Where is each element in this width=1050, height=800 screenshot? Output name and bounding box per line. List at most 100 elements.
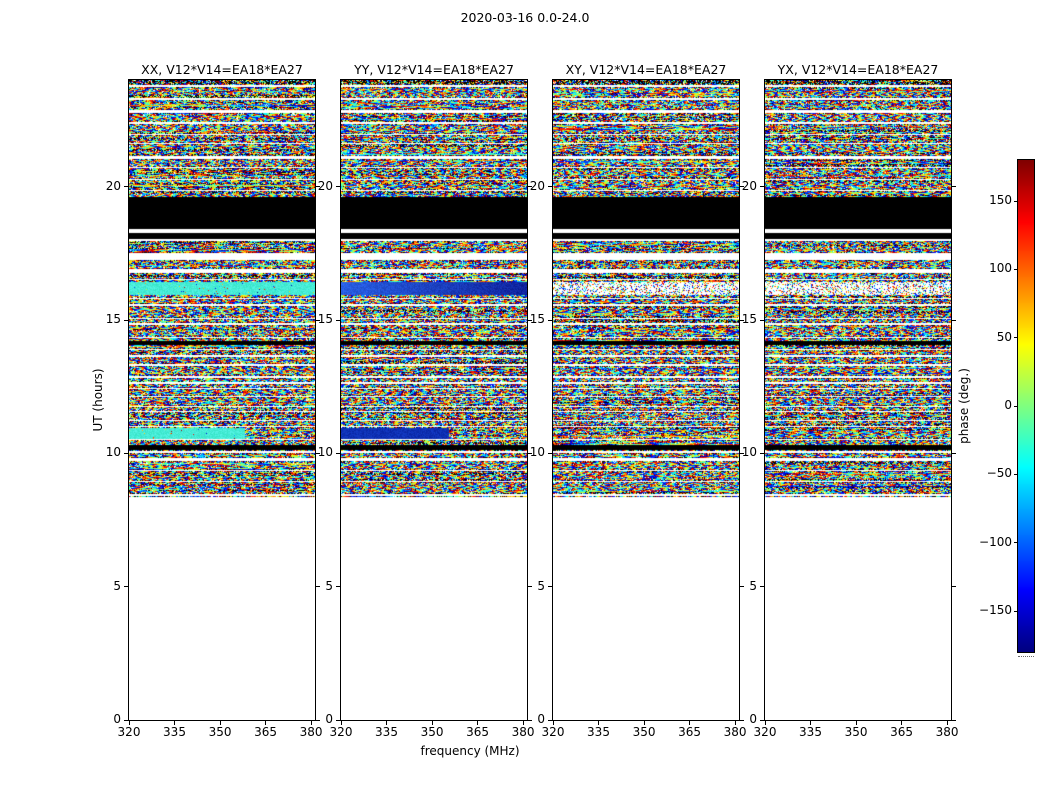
y-tick-mark <box>528 586 532 588</box>
y-tick-label: 15 <box>317 312 333 326</box>
y-tick-mark <box>740 586 744 588</box>
panel-title-yx: YX, V12*V14=EA18*EA27 <box>777 62 939 77</box>
y-tick-label: 15 <box>105 312 121 326</box>
y-axis-label: UT (hours) <box>91 368 105 432</box>
colorbar-tick-mark <box>1014 610 1018 612</box>
colorbar-tick-mark <box>1014 337 1018 339</box>
x-tick-mark <box>855 721 857 725</box>
x-tick-mark <box>219 721 221 725</box>
y-tick-label: 5 <box>537 578 545 593</box>
colorbar-tick-label: 50 <box>996 329 1012 344</box>
heatmap-canvas-xy <box>553 80 739 720</box>
x-tick-label: 380 <box>511 725 535 739</box>
colorbar-tick-mark <box>1014 473 1018 475</box>
x-tick-mark <box>431 721 433 725</box>
x-tick-label: 335 <box>587 725 610 739</box>
x-tick-label: 320 <box>541 725 565 739</box>
x-tick-label: 350 <box>208 725 232 739</box>
x-tick-mark <box>340 721 342 725</box>
colorbar-tick-label: −50 <box>986 466 1012 481</box>
x-tick-mark <box>764 721 766 725</box>
y-tick-label: 20 <box>105 178 121 193</box>
y-tick-mark <box>336 186 340 188</box>
y-tick-label: 5 <box>749 578 757 593</box>
y-tick-mark <box>740 452 744 454</box>
y-tick-mark <box>124 586 128 588</box>
y-tick-mark <box>548 586 552 588</box>
colorbar-extend-dashes <box>1018 656 1034 657</box>
y-tick-label: 10 <box>741 445 757 460</box>
y-tick-mark <box>952 452 956 454</box>
colorbar-tick-label: −150 <box>979 603 1012 617</box>
x-tick-label: 350 <box>844 725 868 739</box>
y-tick-mark <box>124 719 128 721</box>
x-tick-mark <box>689 721 691 725</box>
colorbar-tick-mark <box>1014 405 1018 407</box>
heatmap-canvas-yy <box>341 80 527 720</box>
y-tick-label: 15 <box>741 312 757 326</box>
colorbar-tick-label: −100 <box>979 534 1012 549</box>
x-tick-mark <box>946 721 948 725</box>
x-tick-label: 380 <box>723 725 747 739</box>
y-tick-mark <box>952 586 956 588</box>
y-tick-mark <box>760 719 764 721</box>
y-tick-label: 0 <box>749 712 757 726</box>
y-tick-label: 0 <box>537 712 545 726</box>
y-tick-mark <box>124 319 128 321</box>
y-tick-mark <box>336 319 340 321</box>
colorbar-tick-mark <box>1014 268 1018 270</box>
y-tick-label: 20 <box>741 178 757 193</box>
colorbar-tick-label: 0 <box>1004 398 1012 412</box>
x-tick-label: 365 <box>254 725 277 739</box>
y-tick-mark <box>528 719 532 721</box>
x-tick-label: 365 <box>466 725 489 739</box>
y-tick-mark <box>336 719 340 721</box>
heatmap-canvas-xx <box>129 80 315 720</box>
y-tick-label: 20 <box>529 178 545 193</box>
x-tick-mark <box>643 721 645 725</box>
y-tick-mark <box>548 186 552 188</box>
x-tick-label: 380 <box>935 725 959 739</box>
colorbar-canvas <box>1018 160 1034 652</box>
colorbar-tick-mark <box>1014 200 1018 202</box>
x-tick-mark <box>552 721 554 725</box>
x-tick-mark <box>477 721 479 725</box>
x-tick-label: 320 <box>753 725 777 739</box>
y-tick-label: 10 <box>105 445 121 460</box>
y-tick-mark <box>316 586 320 588</box>
y-tick-mark <box>528 452 532 454</box>
y-tick-mark <box>316 452 320 454</box>
y-tick-mark <box>124 186 128 188</box>
panel-title-xx: XX, V12*V14=EA18*EA27 <box>141 62 303 77</box>
y-tick-label: 10 <box>529 445 545 460</box>
x-tick-mark <box>265 721 267 725</box>
x-tick-mark <box>128 721 130 725</box>
y-tick-mark <box>760 452 764 454</box>
y-tick-mark <box>760 586 764 588</box>
y-tick-mark <box>952 186 956 188</box>
x-tick-mark <box>598 721 599 725</box>
y-tick-label: 15 <box>529 312 545 326</box>
x-tick-label: 380 <box>299 725 323 739</box>
x-tick-label: 320 <box>117 725 141 739</box>
y-tick-mark <box>316 719 320 721</box>
y-tick-mark <box>124 452 128 454</box>
y-tick-mark <box>740 186 744 188</box>
y-tick-mark <box>952 319 956 321</box>
y-tick-mark <box>740 319 744 321</box>
x-tick-label: 335 <box>375 725 398 739</box>
y-tick-label: 5 <box>113 578 121 593</box>
x-tick-label: 350 <box>632 725 656 739</box>
panel-title-yy: YY, V12*V14=EA18*EA27 <box>354 62 514 77</box>
x-tick-mark <box>386 721 387 725</box>
y-tick-mark <box>316 319 320 321</box>
x-tick-label: 350 <box>420 725 444 739</box>
y-tick-mark <box>548 452 552 454</box>
y-tick-mark <box>548 719 552 721</box>
x-tick-mark <box>310 721 312 725</box>
x-tick-label: 335 <box>799 725 822 739</box>
y-tick-mark <box>952 719 956 721</box>
y-tick-label: 10 <box>317 445 333 460</box>
x-tick-label: 335 <box>163 725 186 739</box>
